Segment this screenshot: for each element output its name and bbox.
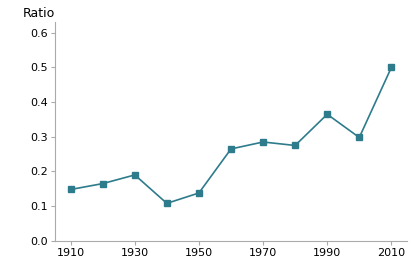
Text: Ratio: Ratio	[23, 7, 55, 20]
